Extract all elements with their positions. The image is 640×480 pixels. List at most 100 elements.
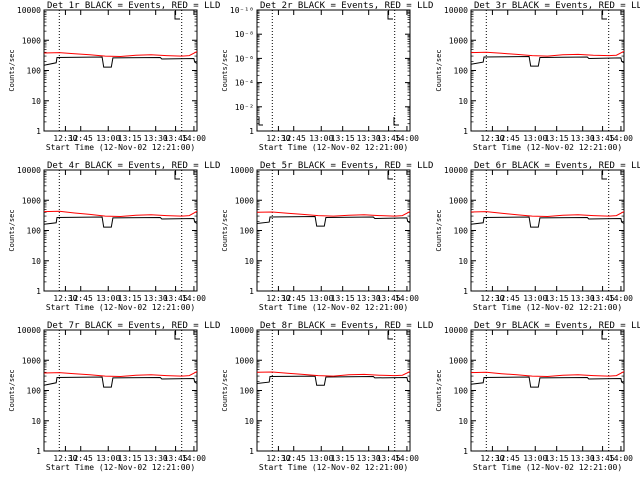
y-tick-label: 10	[31, 97, 41, 106]
chart-panel-4: Det 4r BLACK = Events, RED = LLD 1 10 100 10…	[8, 161, 220, 312]
x-tick-label: 13:30	[144, 294, 168, 303]
corner-marker	[387, 11, 393, 20]
y-tick-label: 10000	[17, 6, 41, 15]
x-tick-label: 13:45	[377, 294, 401, 303]
lld-series-line	[470, 211, 625, 218]
chart-panel-7: Det 7r BLACK = Events, RED = LLD 1 10 100 10…	[8, 321, 220, 472]
chart-title: Det 5r BLACK = Events, RED = LLD	[260, 161, 433, 171]
y-tick-label: 10000	[17, 166, 41, 175]
x-tick-label: 13:15	[545, 134, 569, 143]
plot-frame	[43, 9, 198, 132]
corner-marker-right	[393, 117, 399, 126]
events-series-line	[470, 55, 625, 67]
y-tick-label: 1000	[22, 356, 41, 365]
x-tick-label: 12:45	[496, 294, 520, 303]
x-tick-label: 12:30	[53, 294, 77, 303]
y-tick-label: 1000	[235, 356, 254, 365]
x-axis-label: Start Time (12-Nov-02 12:21:00)	[46, 143, 195, 152]
x-tick-label: 13:00	[309, 454, 333, 463]
corner-marker	[174, 11, 180, 20]
x-tick-label: 13:30	[357, 294, 381, 303]
chart-panel-2: Det 2r BLACK = Events, RED = LLD 1 10⁻² 10⁻…	[221, 1, 433, 152]
corner-marker	[601, 331, 607, 340]
x-tick-label: 13:15	[118, 454, 142, 463]
x-tick-label: 13:45	[377, 134, 401, 143]
x-axis-label: Start Time (12-Nov-02 12:21:00)	[473, 463, 622, 472]
x-tick-label: 12:45	[69, 294, 93, 303]
y-tick-label: 10	[458, 97, 468, 106]
corner-marker	[601, 171, 607, 180]
x-tick-label: 12:45	[496, 454, 520, 463]
y-tick-label: 10	[31, 417, 41, 426]
y-tick-label: 10	[458, 257, 468, 266]
y-axis-label: Counts/sec	[435, 369, 443, 411]
y-axis-label: Counts/sec	[8, 209, 16, 251]
plot-frame	[470, 169, 625, 292]
y-tick-label: 100	[240, 227, 255, 236]
x-tick-label: 13:00	[96, 454, 120, 463]
chart-panel-1: Det 1r BLACK = Events, RED = LLD 1 10 100 10…	[8, 1, 220, 152]
x-tick-label: 13:15	[545, 454, 569, 463]
x-tick-label: 13:45	[591, 454, 615, 463]
x-tick-label: 13:00	[309, 294, 333, 303]
y-tick-label: 10	[458, 417, 468, 426]
y-tick-label: 10	[244, 257, 254, 266]
y-tick-label: 100	[27, 387, 42, 396]
events-series-line	[256, 215, 411, 227]
events-series-line	[470, 216, 625, 228]
x-tick-label: 12:45	[69, 454, 93, 463]
x-tick-label: 13:30	[571, 134, 595, 143]
plot-frame	[256, 9, 411, 132]
x-tick-label: 12:30	[266, 294, 290, 303]
x-tick-label: 12:30	[53, 454, 77, 463]
y-tick-label: 10000	[230, 326, 254, 335]
chart-title: Det 4r BLACK = Events, RED = LLD	[47, 161, 220, 171]
x-tick-label: 13:00	[523, 134, 547, 143]
events-series-line	[256, 375, 411, 386]
x-tick-label: 12:30	[266, 134, 290, 143]
x-tick-label: 13:00	[523, 454, 547, 463]
x-axis-label: Start Time (12-Nov-02 12:21:00)	[259, 143, 408, 152]
y-tick-label: 10000	[444, 326, 468, 335]
x-tick-label: 13:45	[164, 294, 188, 303]
x-tick-label: 14:00	[609, 134, 633, 143]
x-tick-label: 13:30	[144, 454, 168, 463]
corner-marker	[174, 331, 180, 340]
x-tick-label: 13:00	[96, 294, 120, 303]
events-series-line	[43, 56, 198, 68]
x-tick-label: 13:30	[571, 294, 595, 303]
x-tick-label: 13:45	[591, 134, 615, 143]
x-tick-label: 12:45	[496, 134, 520, 143]
y-tick-label: 10⁻¹⁰	[230, 6, 254, 15]
y-tick-label: 10	[31, 257, 41, 266]
y-tick-label: 1	[463, 447, 468, 456]
y-axis-label: Counts/sec	[221, 49, 229, 91]
y-tick-label: 10⁻⁸	[235, 30, 254, 39]
y-tick-label: 100	[27, 67, 42, 76]
lld-series-line	[470, 50, 625, 57]
x-tick-label: 14:00	[395, 294, 419, 303]
x-tick-label: 12:30	[266, 454, 290, 463]
corner-marker	[601, 11, 607, 20]
y-tick-label: 10⁻²	[235, 103, 254, 112]
lld-series-line	[43, 210, 198, 218]
y-tick-label: 1	[36, 287, 41, 296]
x-tick-label: 13:30	[357, 134, 381, 143]
x-tick-label: 14:00	[395, 134, 419, 143]
x-tick-label: 13:45	[164, 134, 188, 143]
y-tick-label: 100	[454, 227, 469, 236]
chart-panel-8: Det 8r BLACK = Events, RED = LLD 1 10 100 10…	[221, 321, 433, 472]
chart-panel-9: Det 9r BLACK = Events, RED = LLD 1 10 100 10…	[435, 321, 640, 472]
y-tick-label: 10	[244, 417, 254, 426]
x-axis-label: Start Time (12-Nov-02 12:21:00)	[473, 143, 622, 152]
x-tick-label: 13:15	[331, 294, 355, 303]
y-tick-label: 1	[463, 127, 468, 136]
events-series-line	[43, 216, 198, 228]
lld-series-line	[43, 51, 198, 58]
x-tick-label: 12:45	[69, 134, 93, 143]
x-tick-label: 12:30	[480, 294, 504, 303]
x-tick-label: 13:15	[118, 134, 142, 143]
x-axis-label: Start Time (12-Nov-02 12:21:00)	[259, 303, 408, 312]
plot-frame	[256, 329, 411, 452]
